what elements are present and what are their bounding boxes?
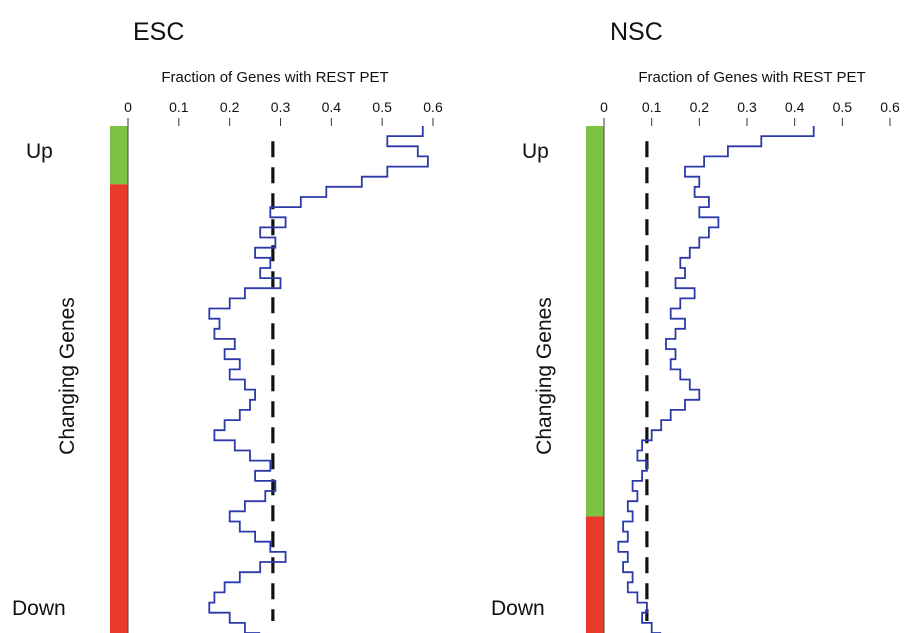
nsc-x-tick-label-0: 0 <box>600 99 608 115</box>
esc-x-tick-label-6: 0.6 <box>423 99 443 115</box>
nsc-x-tick-label-6: 0.6 <box>880 99 900 115</box>
esc-x-tick-label-1: 0.1 <box>169 99 189 115</box>
nsc-down-label: Down <box>491 597 545 620</box>
esc-title: ESC <box>133 18 184 46</box>
nsc-y-axis-title: Changing Genes <box>533 297 556 455</box>
esc-x-tick-label-5: 0.5 <box>372 99 392 115</box>
nsc-series-line-0 <box>617 126 815 633</box>
esc-x-tick-label-4: 0.4 <box>322 99 342 115</box>
esc-down-label: Down <box>12 597 66 620</box>
esc-plot-area <box>127 126 429 633</box>
esc-x-axis-title: Fraction of Genes with REST PET <box>161 69 388 86</box>
nsc-x-tick-label-4: 0.4 <box>785 99 805 115</box>
nsc-x-tick-label-3: 0.3 <box>737 99 757 115</box>
nsc-panel: NSC Fraction of Genes with REST PET Up D… <box>491 18 900 633</box>
nsc-x-axis: 0 0.1 0.2 0.3 0.4 0.5 0.6 <box>600 99 900 126</box>
esc-side-bar-segment-1 <box>110 184 128 633</box>
esc-up-label: Up <box>26 140 53 163</box>
nsc-x-tick-label-1: 0.1 <box>642 99 662 115</box>
nsc-x-tick-label-2: 0.2 <box>690 99 710 115</box>
nsc-up-label: Up <box>522 140 549 163</box>
esc-y-axis-title: Changing Genes <box>56 297 79 455</box>
esc-panel: ESC Fraction of Genes with REST PET Up D… <box>12 18 443 633</box>
nsc-x-tick-label-5: 0.5 <box>833 99 853 115</box>
nsc-side-bar-segment-0 <box>586 126 604 517</box>
esc-x-tick-label-3: 0.3 <box>271 99 291 115</box>
nsc-plot-area <box>603 126 815 633</box>
nsc-x-axis-title: Fraction of Genes with REST PET <box>638 69 865 86</box>
esc-side-bar-segment-0 <box>110 126 128 185</box>
esc-x-tick-label-0: 0 <box>124 99 132 115</box>
nsc-side-bar-segment-1 <box>586 516 604 633</box>
esc-series-line-0 <box>208 126 429 633</box>
esc-x-tick-label-2: 0.2 <box>220 99 240 115</box>
nsc-title: NSC <box>610 18 663 46</box>
esc-side-bar <box>110 126 128 633</box>
esc-x-axis: 0 0.1 0.2 0.3 0.4 0.5 0.6 <box>124 99 443 126</box>
nsc-side-bar <box>586 126 604 633</box>
